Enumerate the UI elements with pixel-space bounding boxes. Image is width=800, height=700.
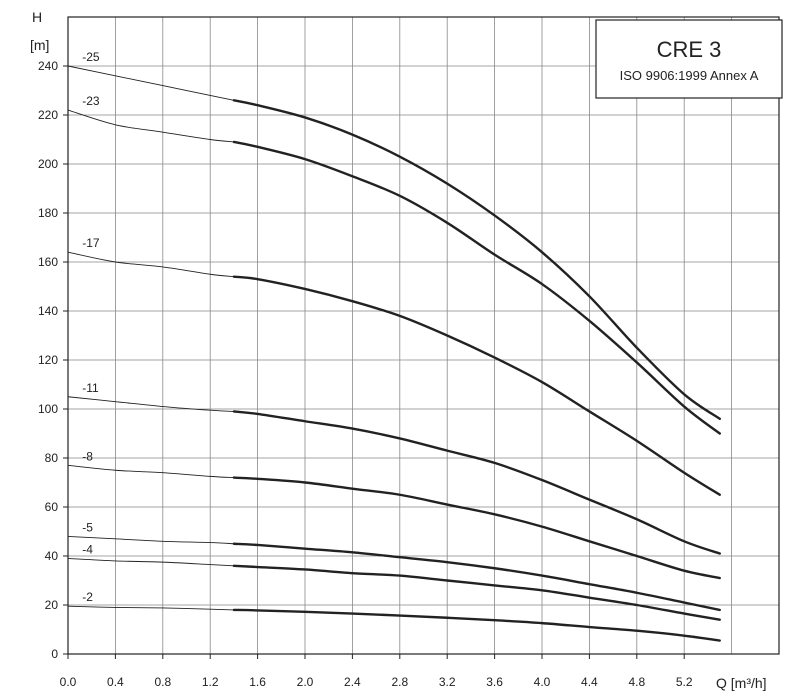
- curve-label: -4: [82, 542, 93, 556]
- curve-stages-23: [67, 109, 721, 435]
- axes: [67, 16, 780, 655]
- y-tick-label: 80: [45, 451, 59, 465]
- x-tick-label: 0.0: [60, 675, 77, 689]
- x-tick-label: 3.6: [486, 675, 503, 689]
- curve-line-thick: [232, 140, 721, 435]
- x-tick-label: 4.0: [534, 675, 551, 689]
- x-tick-label: 1.6: [249, 675, 266, 689]
- x-tick-label: 3.2: [439, 675, 456, 689]
- curve-line-thick: [232, 564, 721, 621]
- curve-line-thin: [67, 251, 234, 278]
- curve-label: -8: [82, 449, 93, 463]
- x-tick-label: 4.8: [628, 675, 645, 689]
- curve-label: -23: [82, 94, 100, 108]
- x-tick-label: 1.2: [202, 675, 219, 689]
- y-tick-label: 160: [38, 255, 58, 269]
- curve-line-thin: [67, 396, 234, 412]
- y-tick-label: 100: [38, 402, 58, 416]
- curve-label: -25: [82, 50, 100, 64]
- grid: [68, 17, 779, 654]
- y-tick-label: 0: [51, 647, 58, 661]
- y-tick-label: 180: [38, 206, 58, 220]
- curve-labels: -25 -23 -17 -11 -8 -5 -4 -2: [82, 50, 100, 604]
- curve-line-thick: [232, 275, 721, 496]
- y-tick-label: 60: [45, 500, 59, 514]
- y-axis-title: H: [32, 9, 42, 25]
- chart-title: CRE 3: [657, 37, 722, 62]
- curve-line-thin: [67, 605, 234, 611]
- curve-label: -11: [82, 381, 99, 395]
- x-tick-label: 2.0: [297, 675, 314, 689]
- x-tick-label: 4.4: [581, 675, 598, 689]
- x-tick-label: 2.4: [344, 675, 361, 689]
- curve-line-thin: [67, 109, 234, 143]
- curve-stages-25: [67, 65, 721, 420]
- x-tick-label: 0.4: [107, 675, 124, 689]
- curve-line-thick: [232, 99, 721, 420]
- curve-line-thin: [67, 464, 234, 479]
- y-tick-label: 20: [45, 598, 59, 612]
- y-tick-label: 140: [38, 304, 58, 318]
- y-tick-label: 120: [38, 353, 58, 367]
- curve-line-thick: [232, 410, 721, 555]
- curve-stages-17: [67, 251, 721, 496]
- curve-stages-5: [67, 535, 721, 612]
- curve-line-thin: [67, 558, 234, 567]
- x-tick-label: 5.2: [676, 675, 693, 689]
- curve-stages-2: [67, 605, 721, 642]
- legend-frame: [595, 19, 783, 99]
- curve-stages-11: [67, 396, 721, 555]
- legend-box: CRE 3 ISO 9906:1999 Annex A: [595, 19, 783, 99]
- curve-line-thin: [67, 65, 234, 101]
- chart-subtitle: ISO 9906:1999 Annex A: [620, 68, 759, 83]
- y-tick-labels: 0 20 40 60 80 100 120 140 160 180 200 220 240: [38, 59, 68, 661]
- curve-line-thick: [232, 476, 721, 580]
- y-tick-label: 220: [38, 108, 58, 122]
- y-tick-label: 40: [45, 549, 59, 563]
- y-tick-label: 200: [38, 157, 58, 171]
- curve-label: -17: [82, 236, 100, 250]
- curve-line-thick: [232, 542, 721, 612]
- x-tick-labels: 0.0 0.4 0.8 1.2 1.6 2.0 2.4 2.8 3.2 3.6 4.0 4.4 4.8 5…: [60, 654, 693, 689]
- curves: [67, 65, 721, 642]
- curve-label: -2: [82, 590, 93, 604]
- curve-line-thick: [232, 608, 721, 642]
- plot-frame: [67, 16, 780, 655]
- curve-stages-8: [67, 464, 721, 580]
- x-tick-label: 0.8: [154, 675, 171, 689]
- y-tick-label: 240: [38, 59, 58, 73]
- curve-stages-4: [67, 558, 721, 621]
- x-tick-label: 2.8: [391, 675, 408, 689]
- curve-line-thin: [67, 535, 234, 545]
- x-axis-title: Q [m³/h]: [716, 675, 767, 691]
- curve-label: -5: [82, 520, 93, 534]
- y-axis-unit: [m]: [30, 37, 49, 53]
